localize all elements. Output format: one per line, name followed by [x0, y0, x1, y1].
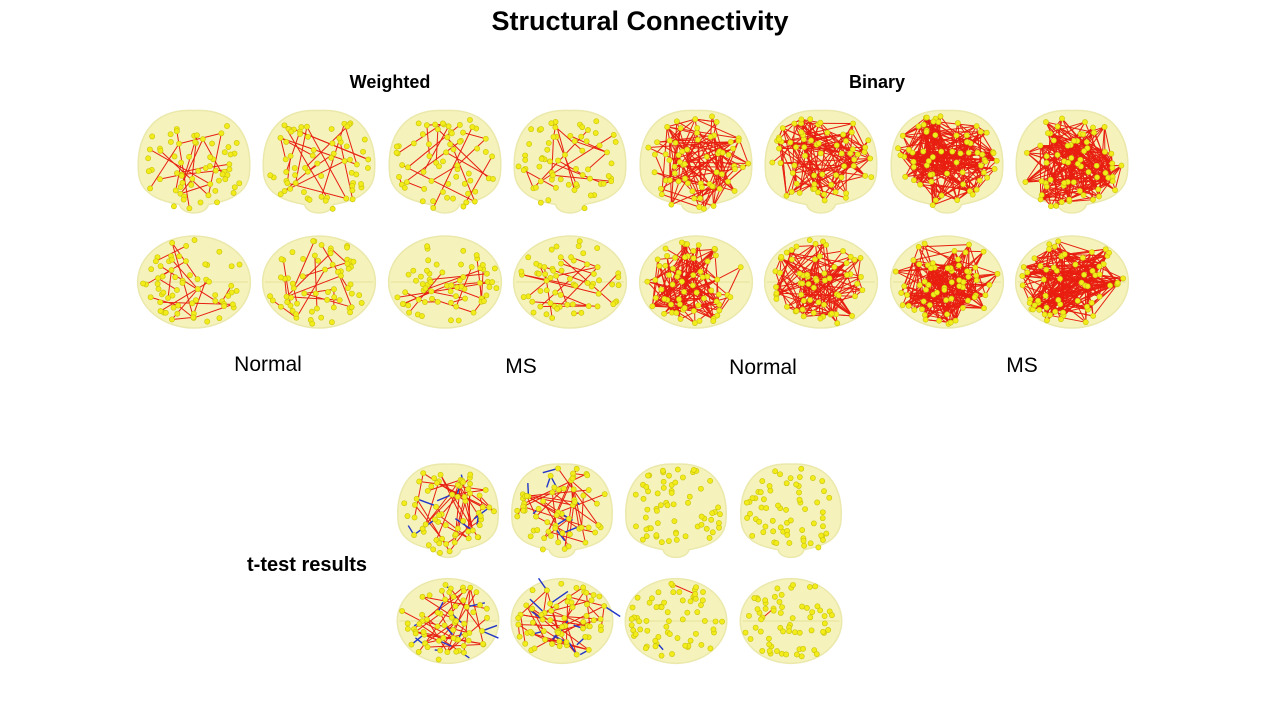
- brain-ttest-axial-3: [624, 577, 728, 665]
- binary-normal-label: Normal: [729, 356, 797, 379]
- brain-binary-normal-axial-1: [638, 235, 754, 329]
- figure-title: Structural Connectivity: [491, 6, 789, 36]
- brain-ttest-coronal-3: [625, 463, 727, 559]
- brain-ttest-coronal-2: [511, 463, 613, 559]
- brain-binary-ms-axial-1: [889, 235, 1005, 329]
- brain-weighted-normal-coronal-1: [137, 109, 251, 214]
- ttest-results-label: t-test results: [247, 554, 368, 576]
- brain-weighted-normal-axial-2: [261, 235, 377, 329]
- brain-ttest-coronal-4: [740, 463, 842, 559]
- weighted-group-label: Weighted: [349, 72, 431, 92]
- brain-binary-ms-coronal-1: [890, 109, 1004, 214]
- binary-ms-label: MS: [1006, 354, 1038, 377]
- brain-weighted-ms-axial-2: [512, 235, 628, 329]
- brain-ttest-axial-1: [396, 577, 500, 665]
- brain-ttest-axial-2: [510, 577, 621, 665]
- weighted-normal-label: Normal: [234, 353, 302, 376]
- brain-binary-ms-coronal-2: [1015, 109, 1129, 214]
- brain-weighted-normal-axial-1: [136, 235, 252, 329]
- brain-binary-ms-axial-2: [1014, 235, 1130, 329]
- brain-weighted-ms-coronal-2: [513, 109, 627, 214]
- brain-ttest-coronal-1: [397, 463, 499, 559]
- brain-ttest-axial-4: [739, 577, 843, 665]
- brain-binary-normal-coronal-2: [764, 109, 878, 214]
- binary-group-label: Binary: [848, 72, 906, 92]
- brain-weighted-ms-coronal-1: [388, 109, 502, 214]
- brain-weighted-ms-axial-1: [387, 235, 503, 329]
- weighted-ms-label: MS: [505, 355, 537, 378]
- brain-binary-normal-coronal-1: [639, 109, 753, 214]
- brain-weighted-normal-coronal-2: [262, 109, 376, 214]
- brain-binary-normal-axial-2: [763, 235, 879, 329]
